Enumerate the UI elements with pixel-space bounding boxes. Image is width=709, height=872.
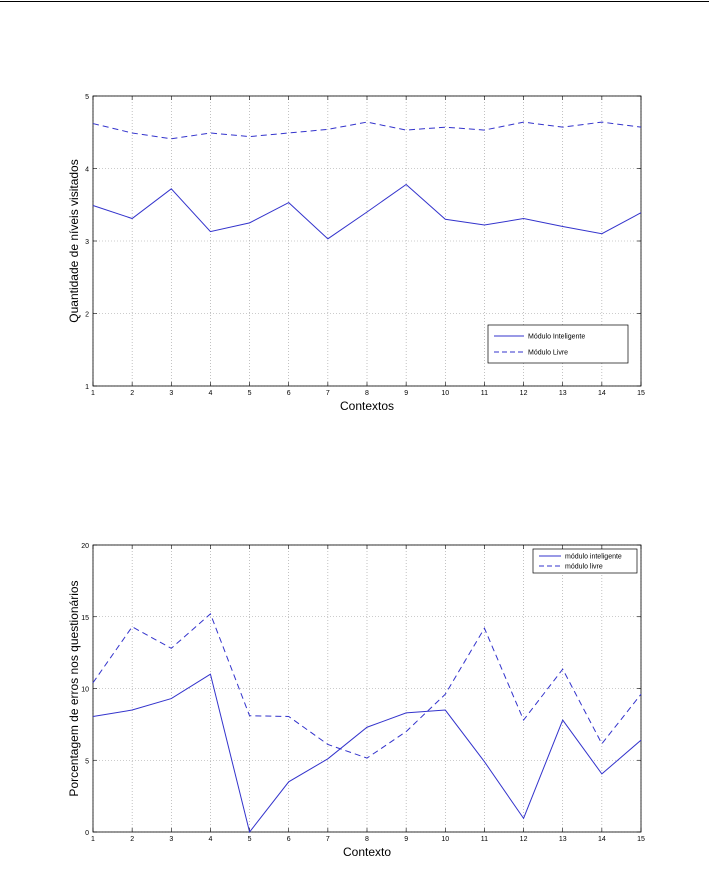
y-tick-label: 2 — [85, 312, 89, 319]
x-tick-label: 13 — [559, 836, 567, 843]
x-axis-label: Contexto — [343, 845, 391, 859]
x-tick-label: 5 — [248, 836, 252, 843]
y-tick-label: 5 — [85, 94, 89, 101]
x-tick-label: 11 — [481, 836, 488, 843]
x-tick-label: 10 — [441, 836, 449, 843]
plot-frame — [92, 544, 642, 833]
x-tick-label: 6 — [287, 836, 291, 843]
x-tick-label: 4 — [208, 390, 212, 397]
legend-label: módulo livre — [565, 564, 603, 571]
legend-box — [487, 324, 629, 364]
x-tick-label: 14 — [598, 390, 606, 397]
y-axis-label: Porcentagem de erros nos questionários — [67, 580, 81, 796]
chart-2: 1 2 3 4 5 6 7 8 9 10 11 12 13 14 1505101520ContextoPor… — [67, 543, 645, 859]
x-axis-label: Contextos — [340, 399, 394, 413]
y-tick-label: 20 — [81, 543, 89, 550]
legend-label: Módulo Livre — [528, 350, 568, 357]
x-tick-label: 2 — [130, 390, 134, 397]
legend-box — [532, 548, 638, 574]
x-tick-label: 7 — [326, 390, 330, 397]
page-header-rule — [0, 1, 709, 2]
x-tick-label: 12 — [520, 390, 528, 397]
x-tick-label: 9 — [404, 390, 408, 397]
x-tick-label: 7 — [326, 836, 330, 843]
chart-1: 1 2 3 4 5 6 7 8 9 10 11 12 13 14 1512345ContextosQuant… — [67, 94, 645, 413]
y-tick-label: 1 — [85, 384, 89, 391]
y-axis-label: Quantidade de níveis visitados — [67, 159, 81, 322]
x-tick-label: 6 — [287, 390, 291, 397]
y-tick-label: 0 — [85, 830, 89, 837]
legend: módulo inteligente módulo livre — [532, 548, 638, 574]
series-line-módulo-inteligente — [92, 673, 642, 834]
x-tick-label: 13 — [559, 390, 567, 397]
x-tick-label: 5 — [248, 390, 252, 397]
legend: Módulo Inteligente Módulo Livre — [487, 324, 629, 364]
y-tick-label: 4 — [85, 167, 89, 174]
y-tick-label: 10 — [81, 687, 89, 694]
y-tick-label: 5 — [85, 758, 89, 765]
x-tick-label: 12 — [520, 836, 528, 843]
x-tick-label: 3 — [169, 836, 173, 843]
y-tick-label: 15 — [81, 615, 89, 622]
x-tick-label: 2 — [130, 836, 134, 843]
x-tick-label: 1 — [91, 390, 95, 397]
series-line-módulo-livre — [92, 121, 642, 140]
x-tick-label: 8 — [365, 390, 369, 397]
plot-frame — [92, 95, 642, 387]
legend-label: Módulo Inteligente — [528, 334, 585, 341]
x-tick-label: 1 — [91, 836, 95, 843]
x-tick-label: 15 — [637, 390, 645, 397]
x-tick-label: 4 — [208, 836, 212, 843]
x-tick-label: 3 — [169, 390, 173, 397]
x-tick-label: 11 — [481, 390, 488, 397]
y-tick-label: 3 — [85, 239, 89, 246]
x-tick-label: 10 — [441, 390, 449, 397]
x-tick-label: 9 — [404, 836, 408, 843]
x-tick-label: 14 — [598, 836, 606, 843]
legend-label: módulo inteligente — [565, 554, 622, 561]
x-tick-label: 8 — [365, 836, 369, 843]
x-tick-label: 15 — [637, 836, 645, 843]
